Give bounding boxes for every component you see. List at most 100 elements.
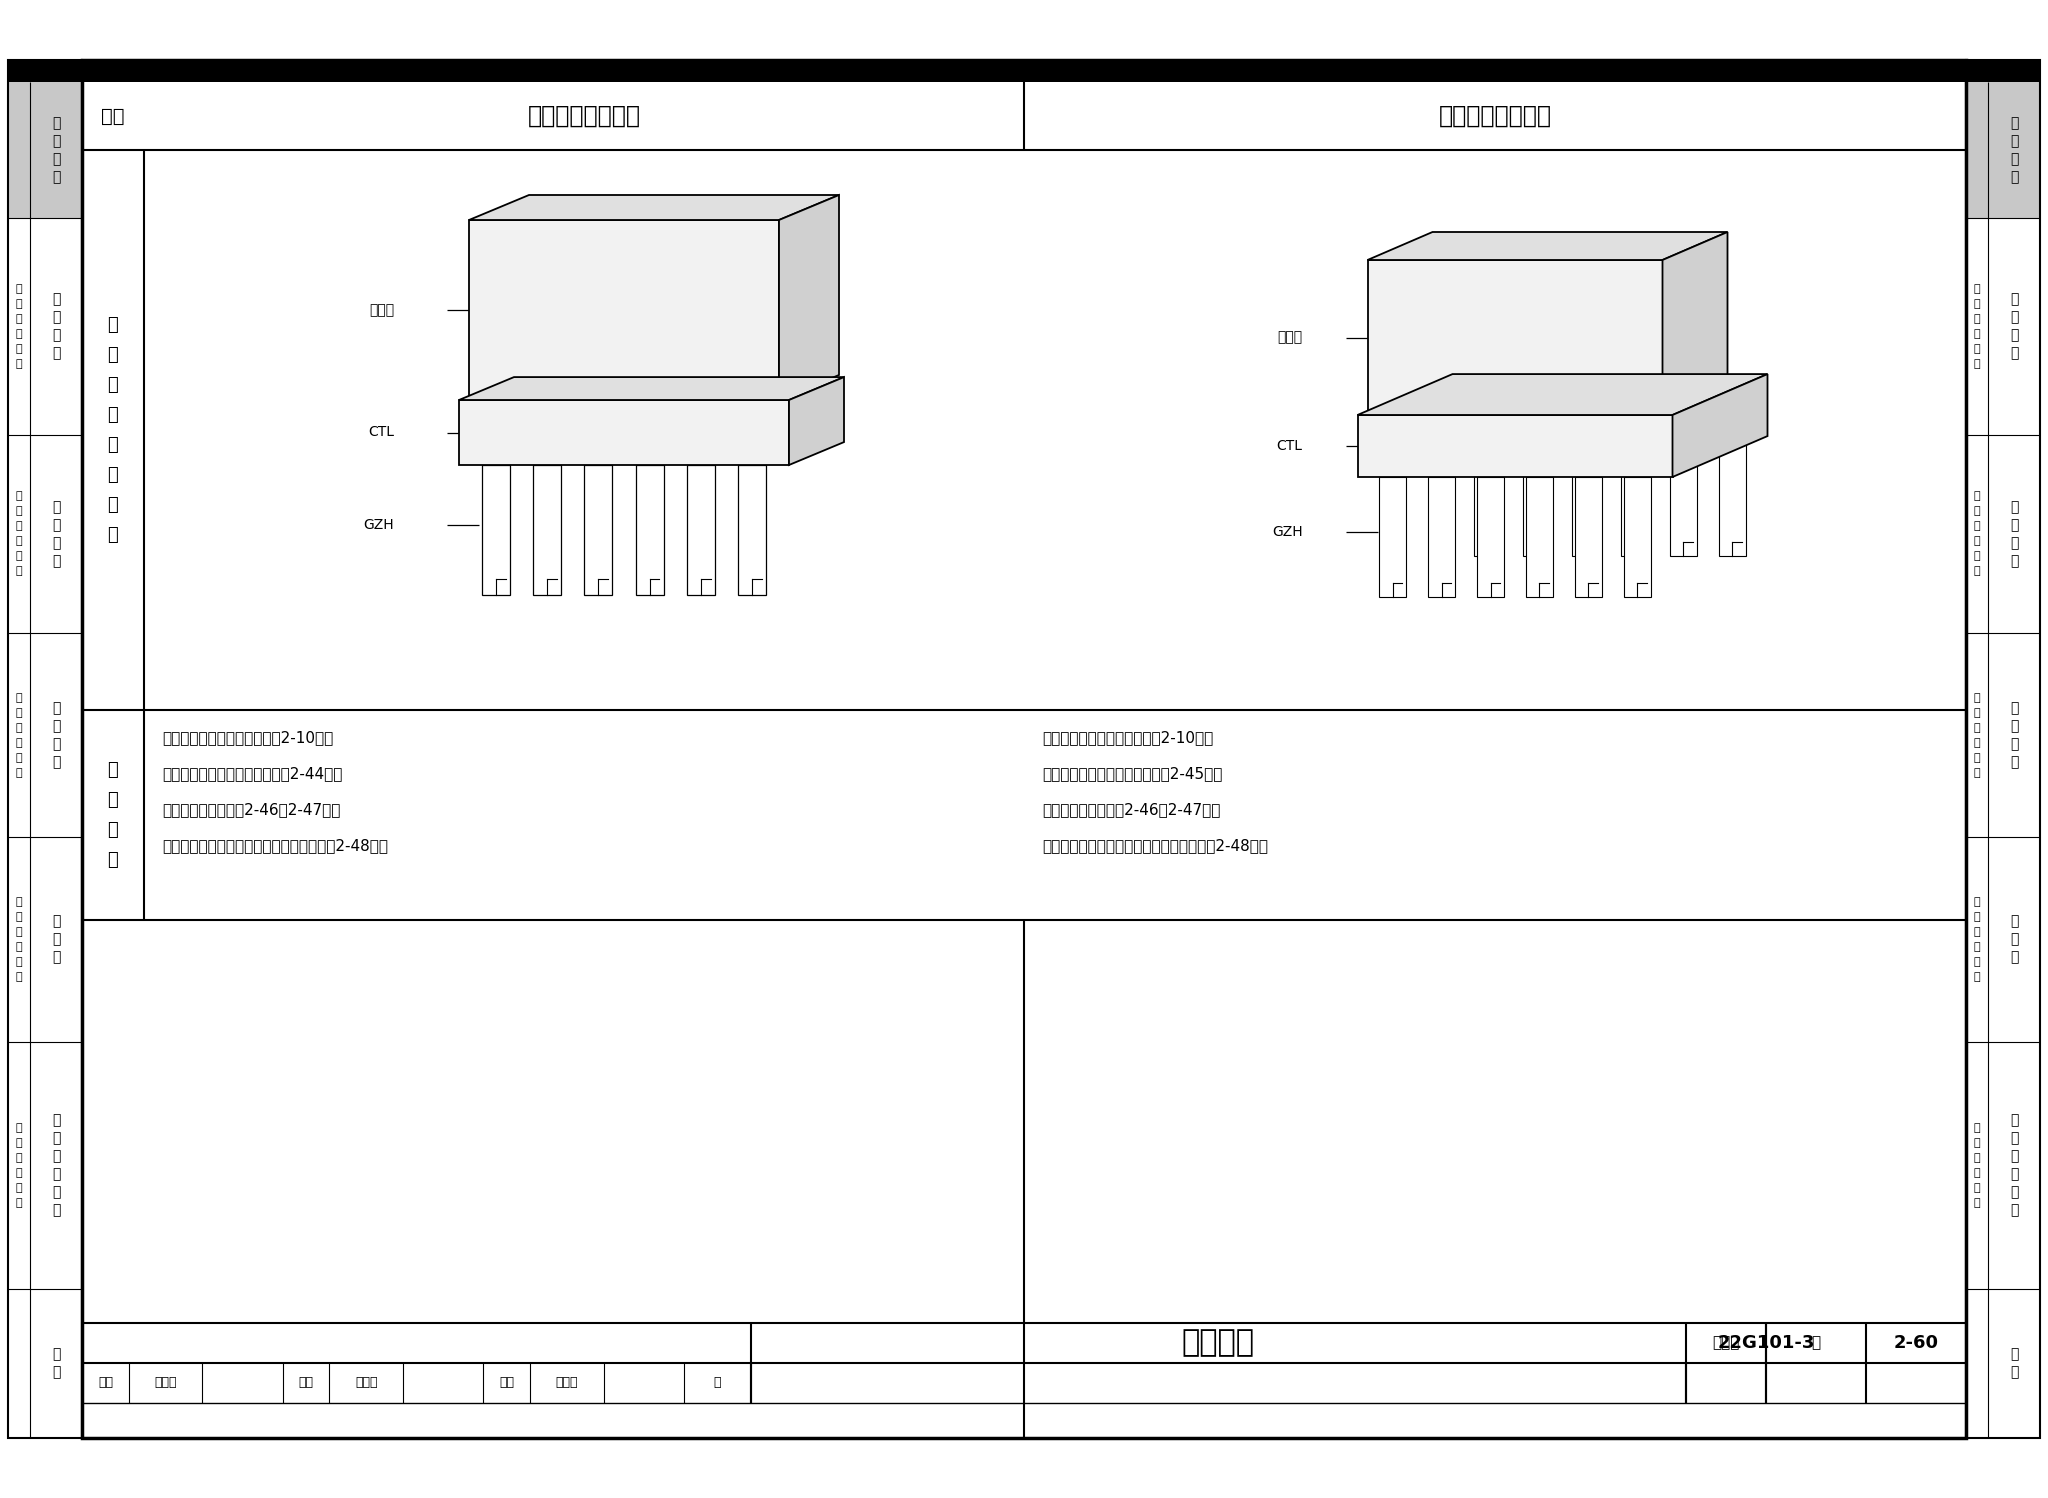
Text: 基: 基 — [2009, 328, 2017, 343]
Text: 造: 造 — [16, 330, 23, 339]
Text: 详: 详 — [16, 752, 23, 762]
Polygon shape — [584, 464, 612, 595]
Text: 灌注桩配筋构造：第2-46、2-47页；: 灌注桩配筋构造：第2-46、2-47页； — [1042, 801, 1221, 816]
Text: 独: 独 — [2009, 292, 2017, 307]
Text: 础: 础 — [2009, 1131, 2017, 1146]
Polygon shape — [737, 464, 766, 595]
Text: 造: 造 — [1974, 330, 1980, 339]
Text: 墙下双排桩承台梁配筋构造：第2-45页；: 墙下双排桩承台梁配筋构造：第2-45页； — [1042, 765, 1223, 780]
Text: 标: 标 — [1974, 285, 1980, 294]
Text: 基: 基 — [51, 737, 59, 750]
Text: 剪力墙: 剪力墙 — [369, 303, 393, 318]
Polygon shape — [1575, 476, 1602, 598]
Text: 构: 构 — [16, 927, 23, 938]
Text: 余绪尧: 余绪尧 — [555, 1377, 578, 1390]
Text: 标: 标 — [1974, 897, 1980, 908]
Polygon shape — [1427, 476, 1456, 598]
Text: 视: 视 — [109, 496, 119, 514]
Polygon shape — [1669, 436, 1698, 556]
Text: 般: 般 — [2009, 135, 2017, 148]
Text: 基: 基 — [2009, 933, 2017, 947]
Text: 立: 立 — [51, 310, 59, 325]
Text: 柱纵向钢筋在基础中构造：第2-10页；: 柱纵向钢筋在基础中构造：第2-10页； — [162, 730, 334, 745]
Text: 构: 构 — [51, 153, 59, 166]
Text: 22G101-3: 22G101-3 — [1718, 1335, 1815, 1353]
Text: 标: 标 — [1974, 491, 1980, 502]
Text: CTL: CTL — [1276, 439, 1303, 452]
Text: 独: 独 — [51, 292, 59, 307]
Text: 图: 图 — [16, 1198, 23, 1207]
Polygon shape — [1718, 436, 1745, 556]
Text: 详: 详 — [1974, 752, 1980, 762]
Polygon shape — [459, 400, 788, 464]
Text: 造: 造 — [2009, 171, 2017, 184]
Text: 构: 构 — [1974, 315, 1980, 324]
Text: 校对: 校对 — [299, 1377, 313, 1390]
Bar — [8, 60, 82, 82]
Bar — [8, 60, 82, 1438]
Text: 关: 关 — [2009, 1167, 2017, 1182]
Text: 基: 基 — [2009, 536, 2017, 550]
Text: 构: 构 — [2009, 153, 2017, 166]
Text: 造: 造 — [1974, 942, 1980, 953]
Text: 黄志刚: 黄志刚 — [154, 1377, 176, 1390]
Text: 标: 标 — [16, 897, 23, 908]
Text: 条: 条 — [2009, 500, 2017, 514]
Text: 般: 般 — [51, 135, 59, 148]
Polygon shape — [1380, 476, 1407, 598]
Text: 位: 位 — [109, 376, 119, 394]
Text: 标: 标 — [16, 692, 23, 703]
Text: 图: 图 — [109, 526, 119, 544]
Text: 详: 详 — [16, 551, 23, 562]
Text: 准: 准 — [16, 300, 23, 309]
Text: 墙下单排桩承台梁: 墙下单排桩承台梁 — [528, 103, 641, 127]
Text: 墙下单排桩承台梁配筋构造：第2-44页；: 墙下单排桩承台梁配筋构造：第2-44页； — [162, 765, 342, 780]
Text: 详: 详 — [16, 1183, 23, 1192]
Text: 础: 础 — [51, 346, 59, 361]
Text: 刘国辉: 刘国辉 — [354, 1377, 377, 1390]
Text: 详: 详 — [16, 957, 23, 968]
Polygon shape — [481, 464, 510, 595]
Polygon shape — [1624, 476, 1651, 598]
Text: 标: 标 — [16, 285, 23, 294]
Text: 造: 造 — [2009, 1203, 2017, 1218]
Polygon shape — [1358, 415, 1673, 476]
Text: 点: 点 — [109, 346, 119, 364]
Text: 构: 构 — [2009, 1185, 2017, 1200]
Polygon shape — [469, 195, 840, 220]
Polygon shape — [1368, 261, 1663, 415]
Text: 墙下双排桩承台梁: 墙下双排桩承台梁 — [1438, 103, 1552, 127]
Text: 一: 一 — [51, 117, 59, 130]
Polygon shape — [788, 377, 844, 464]
Text: 录: 录 — [51, 1366, 59, 1380]
Text: 构: 构 — [1974, 521, 1980, 532]
Text: 础: 础 — [51, 951, 59, 965]
Text: 图: 图 — [1974, 1198, 1980, 1207]
Text: 附: 附 — [2009, 1348, 2017, 1362]
Text: 构: 构 — [16, 521, 23, 532]
Text: 置: 置 — [109, 406, 119, 424]
Text: 形: 形 — [2009, 719, 2017, 733]
Polygon shape — [1673, 374, 1767, 476]
Text: 基: 基 — [51, 1113, 59, 1128]
Bar — [1966, 60, 2040, 82]
Bar — [1966, 60, 2040, 1438]
Text: 相: 相 — [2009, 1149, 2017, 1164]
Polygon shape — [635, 464, 664, 595]
Text: 详: 详 — [1974, 1183, 1980, 1192]
Text: 点: 点 — [109, 791, 119, 809]
Text: 础: 础 — [51, 554, 59, 568]
Text: 设计: 设计 — [500, 1377, 514, 1390]
Text: CTL: CTL — [369, 425, 393, 439]
Polygon shape — [1358, 374, 1767, 415]
Polygon shape — [459, 377, 844, 400]
Text: 灌注桩配筋构造：第2-46、2-47页；: 灌注桩配筋构造：第2-46、2-47页； — [162, 801, 340, 816]
Text: 基: 基 — [51, 933, 59, 947]
Text: 形: 形 — [2009, 518, 2017, 532]
Polygon shape — [532, 464, 561, 595]
Text: 标: 标 — [16, 1124, 23, 1132]
Bar — [82, 60, 1966, 82]
Text: 筏: 筏 — [51, 701, 59, 715]
Text: 标: 标 — [1974, 1124, 1980, 1132]
Text: 造: 造 — [51, 1203, 59, 1218]
